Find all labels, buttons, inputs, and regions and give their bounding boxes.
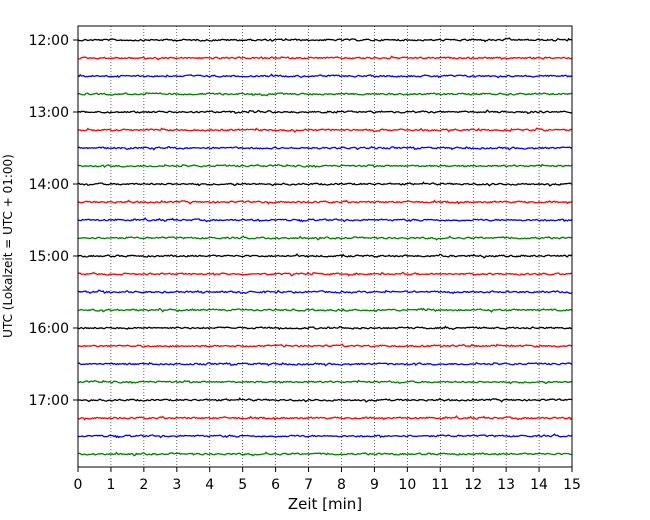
x-axis-ticks: 0 1 2 3 4 5 6 7 8 9 10 11 12 13 14 15 <box>74 467 581 493</box>
y-tick-label: 13:00 <box>29 105 69 121</box>
x-tick-label: 2 <box>139 477 148 493</box>
x-axis-label: Zeit [min] <box>288 495 362 513</box>
x-tick-label: 15 <box>563 477 581 493</box>
x-tick-label: 7 <box>304 477 313 493</box>
trace-1515 <box>77 271 572 277</box>
x-tick-label: 5 <box>238 477 247 493</box>
trace-1500 <box>77 253 573 259</box>
x-tick-label: 8 <box>337 477 346 493</box>
trace-1345 <box>77 163 573 169</box>
x-tick-label: 4 <box>205 477 214 493</box>
x-tick-label: 14 <box>530 477 548 493</box>
y-tick-label: 17:00 <box>29 393 69 409</box>
plot-frame <box>77 25 573 468</box>
x-tick-label: 13 <box>497 477 515 493</box>
y-axis-ticks: 12:00 13:00 14:00 15:00 16:00 17:00 <box>29 33 78 409</box>
trace-1545 <box>77 307 573 313</box>
trace-1730 <box>77 433 573 439</box>
y-axis-label: UTC (Lokalzeit = UTC + 01:00) <box>1 154 15 338</box>
x-tick-label: 10 <box>398 477 416 493</box>
trace-1215 <box>77 55 572 61</box>
trace-1230 <box>77 73 573 79</box>
x-tick-label: 3 <box>172 477 181 493</box>
y-tick-label: 15:00 <box>29 249 69 265</box>
x-tick-label: 0 <box>74 477 83 493</box>
y-tick-label: 12:00 <box>29 33 69 49</box>
trace-1200 <box>77 37 573 43</box>
trace-1415 <box>77 199 573 205</box>
trace-1315 <box>77 127 573 133</box>
trace-1715 <box>77 415 573 421</box>
seismic-traces <box>77 37 573 457</box>
x-tick-label: 11 <box>431 477 449 493</box>
trace-1300 <box>77 109 573 115</box>
trace-1530 <box>77 289 573 295</box>
x-tick-label: 12 <box>464 477 482 493</box>
x-tick-label: 9 <box>370 477 379 493</box>
trace-1645 <box>77 379 573 385</box>
trace-1430 <box>77 217 573 223</box>
x-tick-label: 1 <box>106 477 115 493</box>
trace-1615 <box>77 343 573 348</box>
trace-1330 <box>77 145 573 151</box>
trace-1245 <box>77 92 573 97</box>
y-tick-label: 14:00 <box>29 177 69 193</box>
trace-1600 <box>77 325 573 331</box>
trace-1700 <box>77 397 573 403</box>
trace-1630 <box>77 361 573 367</box>
x-tick-label: 6 <box>271 477 280 493</box>
trace-1400 <box>77 181 573 187</box>
trace-1745 <box>77 451 572 457</box>
y-tick-label: 16:00 <box>29 321 69 337</box>
trace-1445 <box>77 235 573 241</box>
